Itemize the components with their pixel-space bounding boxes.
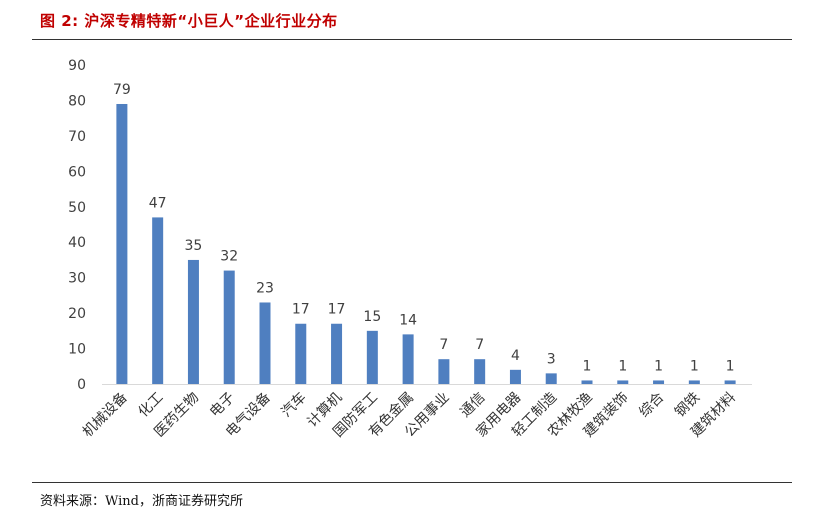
data-label: 47 — [149, 195, 167, 211]
data-label: 7 — [439, 337, 448, 353]
y-tick-label: 70 — [68, 129, 86, 145]
x-tick-label: 综合 — [636, 390, 667, 421]
bar-chart: 010203040506070809079机械设备47化工35医药生物32电子2… — [68, 58, 752, 441]
data-label: 35 — [185, 238, 203, 254]
bar — [331, 323, 343, 384]
y-tick-label: 90 — [68, 58, 86, 74]
bar — [545, 373, 557, 384]
bar — [116, 103, 128, 384]
bar — [724, 380, 736, 384]
x-tick-label: 机械设备 — [79, 389, 131, 441]
data-label: 1 — [583, 358, 592, 374]
bar — [259, 302, 271, 384]
x-tick-label: 电子 — [207, 390, 238, 421]
data-label: 4 — [511, 348, 520, 364]
title-divider — [32, 39, 792, 40]
figure-title: 图 2: 沪深专精特新“小巨人”企业行业分布 — [40, 12, 338, 30]
x-tick-label: 通信 — [457, 390, 488, 421]
y-tick-label: 50 — [68, 200, 86, 216]
bar — [402, 334, 414, 384]
data-label: 1 — [726, 358, 735, 374]
data-label: 14 — [399, 312, 417, 328]
data-label: 17 — [292, 302, 310, 318]
y-tick-label: 20 — [68, 306, 86, 322]
bar — [474, 359, 486, 384]
data-label: 1 — [690, 358, 699, 374]
bar — [438, 359, 450, 384]
bar — [223, 270, 235, 384]
y-tick-label: 40 — [68, 235, 86, 251]
source-divider — [32, 482, 792, 483]
bar — [688, 380, 700, 384]
x-tick-label: 汽车 — [278, 389, 310, 421]
bar — [152, 217, 164, 384]
y-tick-label: 10 — [68, 342, 86, 358]
data-label: 15 — [363, 309, 381, 325]
data-label: 17 — [328, 302, 346, 318]
bar — [295, 323, 307, 384]
y-tick-label: 60 — [68, 164, 86, 180]
bar — [509, 369, 521, 384]
bar — [581, 380, 593, 384]
data-label: 79 — [113, 82, 131, 98]
data-label: 7 — [475, 337, 484, 353]
data-label: 1 — [618, 358, 627, 374]
y-tick-label: 30 — [68, 271, 86, 287]
data-label: 3 — [547, 351, 556, 367]
data-label: 1 — [654, 358, 663, 374]
bar — [653, 380, 665, 384]
bar — [187, 259, 199, 384]
data-label: 32 — [220, 249, 238, 265]
y-tick-label: 0 — [77, 377, 86, 393]
source-note: 资料来源：Wind，浙商证券研究所 — [40, 494, 243, 509]
bar — [366, 330, 378, 384]
bar — [617, 380, 629, 384]
y-tick-label: 80 — [68, 93, 86, 109]
data-label: 23 — [256, 280, 274, 296]
x-tick-label: 钢铁 — [672, 390, 703, 421]
x-tick-label: 化工 — [135, 390, 166, 421]
